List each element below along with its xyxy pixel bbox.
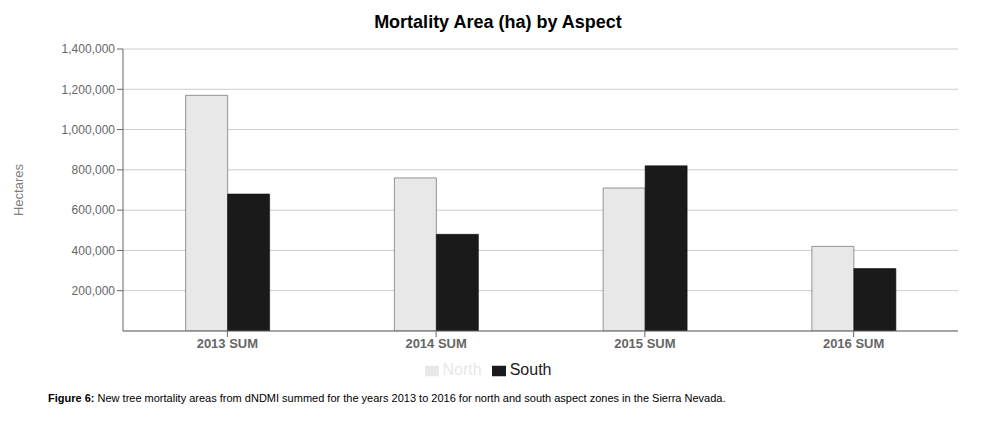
svg-text:800,000: 800,000 <box>72 163 116 177</box>
svg-text:200,000: 200,000 <box>72 284 116 298</box>
svg-text:2013 SUM: 2013 SUM <box>197 336 258 351</box>
svg-text:1,200,000: 1,200,000 <box>62 83 116 97</box>
svg-text:2016 SUM: 2016 SUM <box>823 336 884 351</box>
svg-text:600,000: 600,000 <box>72 203 116 217</box>
svg-text:2014 SUM: 2014 SUM <box>405 336 466 351</box>
html-text:Mortality Area (ha) by Aspect: Mortality Area (ha) by Aspect <box>374 12 622 32</box>
svg-text:2015 SUM: 2015 SUM <box>614 336 675 351</box>
html-text:Figure 6: New tree mortality a: Figure 6: New tree mortality areas from … <box>48 392 726 404</box>
svg-text:1,400,000: 1,400,000 <box>62 42 116 56</box>
svg-text:Hectares: Hectares <box>11 163 26 216</box>
svg-text:1,000,000: 1,000,000 <box>62 123 116 137</box>
svg-text:400,000: 400,000 <box>72 244 116 258</box>
html-text:North: North <box>442 361 482 378</box>
html-text:South: South <box>509 361 552 378</box>
